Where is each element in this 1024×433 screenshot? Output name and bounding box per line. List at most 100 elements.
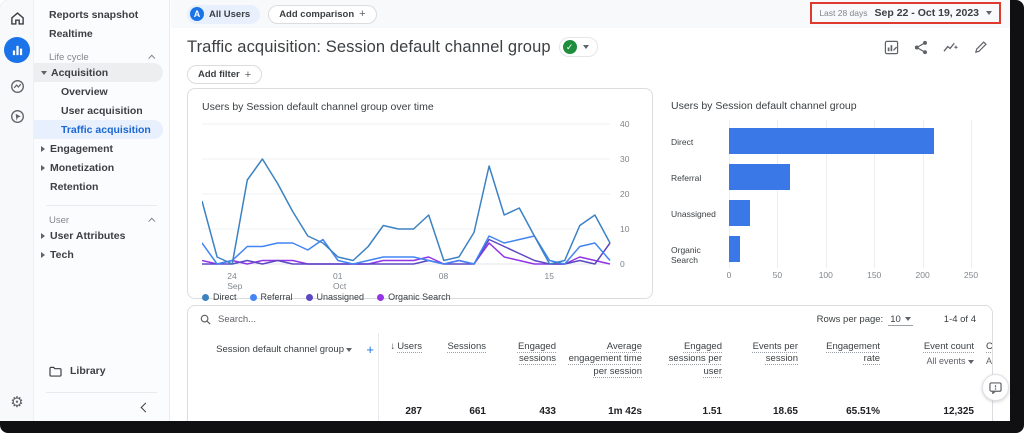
- add-dimension-button[interactable]: +: [366, 342, 374, 357]
- audience-label: All Users: [209, 8, 251, 20]
- feedback-icon: [989, 381, 1002, 394]
- chevron-up-icon: [148, 54, 156, 62]
- bar-organic-search[interactable]: [729, 236, 740, 262]
- nav-realtime[interactable]: Realtime: [34, 24, 169, 43]
- total-engaged-sessions: 433: [539, 406, 556, 417]
- add-filter-button[interactable]: Add filter +: [187, 65, 263, 84]
- legend-label: Referral: [260, 292, 293, 302]
- line-chart-plot[interactable]: 0 10 20 30 40: [201, 119, 638, 271]
- column-header-events-per-session[interactable]: Events per session: [752, 341, 798, 365]
- nav-traffic-acquisition[interactable]: Traffic acquisition: [34, 120, 163, 139]
- settings-gear-icon[interactable]: ⚙: [10, 393, 24, 411]
- svg-text:30: 30: [620, 154, 630, 164]
- chevron-left-icon: [140, 402, 151, 412]
- home-icon[interactable]: [0, 4, 34, 32]
- nav-library[interactable]: Library: [34, 360, 169, 382]
- x-axis-tick: 0: [726, 270, 732, 280]
- gridline: [777, 120, 779, 268]
- date-range-value: Sep 22 - Oct 19, 2023: [874, 7, 979, 19]
- legend-dot: [305, 293, 313, 301]
- legend-item-referral[interactable]: Referral: [249, 292, 293, 302]
- column-header-clipped[interactable]: CAl: [986, 341, 993, 367]
- nav-tech[interactable]: Tech: [34, 245, 169, 264]
- column-header-engaged-sessions[interactable]: Engaged sessions: [517, 341, 556, 365]
- collapse-arrow-icon: [41, 145, 45, 152]
- folder-icon: [49, 366, 62, 377]
- x-axis-tick: 01 Oct: [333, 271, 347, 291]
- nav-section-life-cycle[interactable]: Life cycle: [34, 52, 169, 63]
- nav-label: Monetization: [50, 161, 115, 174]
- gridline: [971, 120, 972, 268]
- column-divider: [378, 333, 379, 421]
- collapse-sidebar-button[interactable]: [34, 393, 169, 421]
- date-range-picker[interactable]: Last 28 days Sep 22 - Oct 19, 2023: [810, 2, 1001, 24]
- edit-report-pencil-icon[interactable]: [974, 40, 988, 54]
- table-search-input[interactable]: [218, 314, 398, 325]
- reports-icon[interactable]: [0, 36, 34, 64]
- nav-engagement[interactable]: Engagement: [34, 139, 169, 158]
- rows-per-page-select[interactable]: 10: [888, 314, 913, 326]
- bar-unassigned[interactable]: [729, 200, 751, 226]
- rows-per-page-value: 10: [890, 313, 901, 325]
- data-quality-badge[interactable]: ✓: [558, 37, 598, 57]
- column-header-engaged-sessions-per-user[interactable]: Engaged sessions per user: [668, 341, 722, 377]
- nav-overview[interactable]: Overview: [34, 82, 169, 101]
- nav-label: Retention: [50, 180, 99, 193]
- add-comparison-button[interactable]: Add comparison +: [268, 4, 377, 24]
- table-header-row: Session default channel group + ↓ Users S…: [188, 333, 992, 395]
- total-engaged-sessions-per-user: 1.51: [702, 406, 722, 417]
- icon-rail: ⚙: [0, 0, 34, 421]
- audience-chip-all-users[interactable]: A All Users: [187, 4, 261, 24]
- svg-text:10: 10: [620, 224, 630, 234]
- legend-item-direct[interactable]: Direct: [202, 292, 237, 302]
- nav-monetization[interactable]: Monetization: [34, 158, 169, 177]
- dimension-header[interactable]: Session default channel group: [216, 344, 344, 355]
- bar-chart-plot[interactable]: 0 50 100 150 200 250 Direct Referral Unassigned…: [671, 120, 999, 283]
- event-count-filter[interactable]: All events: [890, 356, 974, 368]
- nav-label: Acquisition: [51, 66, 109, 79]
- nav-acquisition[interactable]: Acquisition: [34, 63, 163, 82]
- legend-item-unassigned[interactable]: Unassigned: [305, 292, 364, 302]
- x-axis-tick: 150: [867, 270, 882, 280]
- line-chart-card: Users by Session default channel group o…: [187, 88, 653, 302]
- share-icon[interactable]: [914, 40, 928, 55]
- nav-label: Overview: [61, 85, 108, 98]
- feedback-button[interactable]: [982, 374, 1009, 401]
- total-event-count: 12,325: [943, 406, 974, 417]
- explore-icon[interactable]: [0, 72, 34, 100]
- line-chart-svg: 0 10 20 30 40: [201, 119, 630, 269]
- column-header-sessions[interactable]: Sessions: [447, 341, 486, 352]
- search-icon: [200, 314, 211, 325]
- bar-chart-x-axis: 0 50 100 150 200 250: [726, 270, 978, 282]
- column-header-avg-engagement-time[interactable]: Average engagement time per session: [568, 341, 642, 377]
- legend-item-organic-search[interactable]: Organic Search: [377, 292, 451, 302]
- nav-user-acquisition[interactable]: User acquisition: [34, 101, 169, 120]
- advertising-icon[interactable]: [0, 102, 34, 130]
- column-header-engagement-rate[interactable]: Engagement rate: [826, 341, 880, 365]
- bar-category-label: Referral: [671, 173, 702, 183]
- bar-category-label: Unassigned: [671, 209, 716, 219]
- dropdown-caret-icon[interactable]: [346, 348, 352, 352]
- x-axis-tick: 15: [544, 271, 555, 281]
- bar-chart-track: [729, 120, 972, 268]
- audience-avatar: A: [190, 7, 204, 21]
- bar-direct[interactable]: [729, 128, 935, 154]
- page-title: Traffic acquisition: Session default cha…: [187, 37, 551, 56]
- main-content: A All Users Add comparison + Last 28 days…: [171, 0, 1010, 421]
- total-events-per-session: 18.65: [772, 406, 798, 417]
- column-header-users[interactable]: ↓ Users: [390, 341, 422, 352]
- nav-section-user[interactable]: User: [34, 215, 169, 226]
- nav-user-attributes[interactable]: User Attributes: [34, 226, 169, 245]
- edit-comparisons-icon[interactable]: [884, 40, 899, 55]
- insights-icon[interactable]: [943, 40, 959, 54]
- svg-text:0: 0: [620, 259, 625, 269]
- bar-referral[interactable]: [729, 164, 790, 190]
- plus-icon: +: [244, 68, 252, 81]
- nav-reports-snapshot[interactable]: Reports snapshot: [34, 5, 169, 24]
- column-header-event-count[interactable]: Event count All events: [890, 341, 984, 395]
- nav-retention[interactable]: Retention: [34, 177, 169, 196]
- nav-label-selected: Traffic acquisition: [61, 123, 151, 136]
- add-filter-label: Add filter: [198, 69, 240, 80]
- nav-label: Reports snapshot: [49, 8, 139, 21]
- bar-category-label: Direct: [671, 137, 694, 147]
